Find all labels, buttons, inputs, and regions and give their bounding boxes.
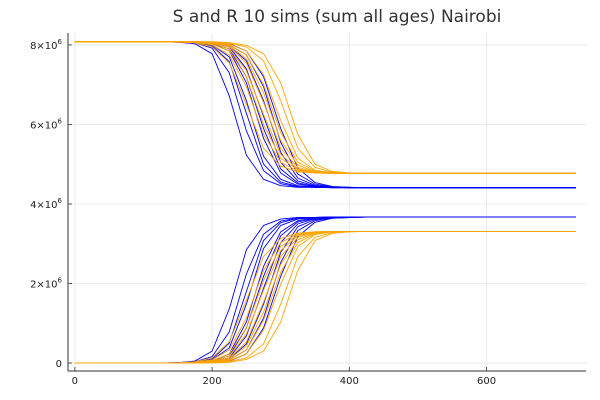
y-tick-mantissa: 8×10: [30, 41, 57, 52]
y-tick-label: 6×106: [30, 117, 62, 131]
series-group: [74, 41, 576, 364]
x-tick-label: 200: [203, 376, 222, 387]
y-tick-mantissa: 6×10: [30, 120, 57, 131]
x-tick-label: 0: [72, 376, 78, 387]
y-tick-exponent: 6: [58, 197, 63, 205]
y-tick-mantissa: 2×10: [30, 280, 57, 291]
x-tick-label: 600: [477, 376, 496, 387]
y-tick-exponent: 6: [58, 117, 63, 125]
series-line-R-orange-10: [74, 230, 576, 364]
y-tick-mantissa: 4×10: [30, 200, 57, 211]
y-tick-label: 2×106: [30, 277, 62, 291]
chart-title: S and R 10 sims (sum all ages) Nairobi: [173, 7, 502, 27]
y-tick-label: 4×106: [30, 197, 62, 211]
series-line-S-orange-10: [74, 41, 576, 174]
x-tick-label: 400: [340, 376, 359, 387]
y-tick-label: 8×106: [30, 38, 62, 52]
y-tick-mantissa: 0: [56, 359, 62, 370]
y-tick-exponent: 6: [58, 38, 63, 46]
y-tick-exponent: 6: [58, 277, 63, 285]
y-tick-label: 0: [56, 359, 62, 370]
